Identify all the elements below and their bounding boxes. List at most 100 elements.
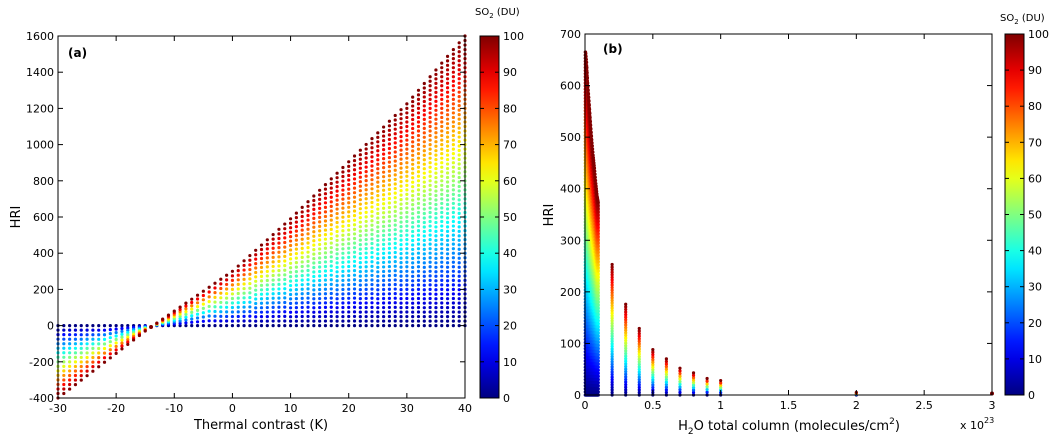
chart-a-data-point — [457, 189, 461, 193]
chart-a-data-point — [411, 319, 415, 323]
chart-a-data-point — [318, 256, 322, 260]
chart-a-data-point — [411, 297, 415, 301]
chart-a-data-point — [428, 238, 432, 242]
chart-a-data-point — [416, 111, 421, 115]
chart-a-data-point — [306, 301, 310, 305]
chart-a-data-point — [68, 387, 72, 391]
chart-a-data-point — [387, 183, 392, 187]
chart-a-data-point — [184, 301, 188, 305]
chart-a-data-point — [225, 287, 229, 291]
chart-a-data-point — [451, 319, 455, 323]
chart-a-data-point — [358, 157, 362, 161]
chart-a-data-point — [457, 274, 461, 278]
chart-a-data-point — [434, 104, 438, 108]
chart-a-data-point — [283, 222, 287, 226]
chart-a-data-point — [283, 259, 287, 263]
chart-a-data-point — [428, 93, 432, 97]
chart-a-data-point — [445, 207, 450, 211]
chart-a-data-point — [451, 70, 455, 74]
chart-a-data-point — [323, 201, 328, 205]
chart-a-data-point — [416, 143, 421, 147]
chart-a-colorbar-tick-label: 60 — [503, 175, 517, 188]
chart-a-data-point — [434, 216, 438, 220]
chart-a-data-point — [376, 225, 380, 229]
chart-a-data-point — [97, 346, 101, 351]
chart-a-data-point — [440, 233, 444, 237]
chart-a-data-point — [294, 220, 298, 224]
chart-a-data-point — [318, 197, 322, 201]
chart-a-data-point — [428, 111, 432, 115]
chart-a-data-point — [294, 211, 298, 215]
chart-a-data-point — [225, 314, 229, 319]
chart-a-data-point — [347, 223, 351, 228]
chart-a-data-point — [440, 296, 444, 301]
chart-a-data-point — [440, 287, 444, 291]
chart-a-data-point — [445, 216, 450, 220]
chart-a-data-point — [329, 301, 333, 305]
chart-a-data-point — [207, 319, 211, 323]
chart-a-data-point — [347, 251, 351, 255]
chart-a-data-point — [329, 195, 333, 199]
chart-a-data-point — [288, 226, 293, 230]
chart-a-data-point — [236, 301, 240, 305]
chart-a-data-point — [68, 355, 72, 359]
chart-a-data-point — [457, 243, 461, 247]
chart-a-data-point — [230, 319, 235, 323]
chart-a-data-point — [411, 229, 415, 234]
chart-a-data-point — [451, 179, 455, 183]
chart-a-data-point — [190, 320, 194, 324]
chart-a-data-point — [434, 90, 438, 94]
chart-a-data-point — [254, 261, 258, 266]
chart-a-data-point — [312, 265, 316, 270]
chart-a-data-point — [393, 205, 397, 209]
chart-a-data-point — [434, 72, 438, 77]
chart-a-data-point — [347, 255, 351, 259]
chart-a-data-point — [428, 165, 432, 169]
chart-a-data-point — [376, 315, 380, 319]
chart-a-data-point — [364, 319, 368, 323]
chart-a-data-point — [300, 314, 304, 319]
chart-a-data-point — [393, 301, 397, 305]
chart-a-data-point — [428, 219, 432, 224]
chart-a-data-point — [428, 224, 432, 228]
chart-a-data-point — [318, 188, 322, 192]
chart-a-data-point — [393, 154, 397, 159]
chart-a-data-point — [434, 306, 438, 310]
chart-a-data-point — [242, 277, 246, 281]
chart-a-data-point — [108, 344, 112, 348]
chart-a-data-point — [213, 295, 217, 299]
chart-a-data-point — [445, 59, 450, 63]
chart-a-data-point — [318, 251, 322, 256]
chart-a-data-point — [300, 273, 304, 278]
chart-a-data-point — [434, 140, 438, 144]
chart-a-data-point — [428, 120, 432, 124]
chart-a-data-point — [411, 126, 415, 131]
chart-a-data-point — [434, 238, 438, 242]
chart-a-data-point — [300, 251, 304, 255]
chart-a-data-point — [387, 215, 392, 219]
chart-a: -30 -20 -10 0 10 20 30 40 -400-2000200400600800… — [9, 7, 524, 433]
chart-a-data-point — [108, 348, 112, 352]
chart-a-data-point — [341, 220, 345, 224]
chart-a-data-point — [335, 261, 339, 265]
chart-a-data-point — [318, 265, 322, 269]
chart-a-data-point — [405, 206, 409, 210]
chart-a-data-point — [201, 319, 205, 323]
chart-a-data-point — [335, 238, 339, 243]
chart-a-data-point — [387, 269, 392, 273]
chart-a-data-point — [335, 292, 339, 296]
chart-a-data-point — [428, 210, 432, 215]
chart-a-data-point — [457, 162, 461, 166]
chart-a-data-point — [329, 246, 333, 250]
chart-a-data-point — [416, 283, 421, 287]
chart-a-data-point — [335, 274, 339, 278]
chart-a-data-point — [445, 184, 450, 189]
chart-a-data-point — [62, 328, 66, 332]
chart-a-data-point — [91, 355, 95, 360]
chart-a-data-point — [445, 315, 450, 319]
chart-a-data-point — [190, 297, 194, 301]
chart-a-data-point — [62, 333, 66, 337]
chart-a-data-point — [254, 324, 258, 328]
chart-a-data-point — [352, 319, 357, 323]
chart-a-data-point — [254, 310, 258, 314]
